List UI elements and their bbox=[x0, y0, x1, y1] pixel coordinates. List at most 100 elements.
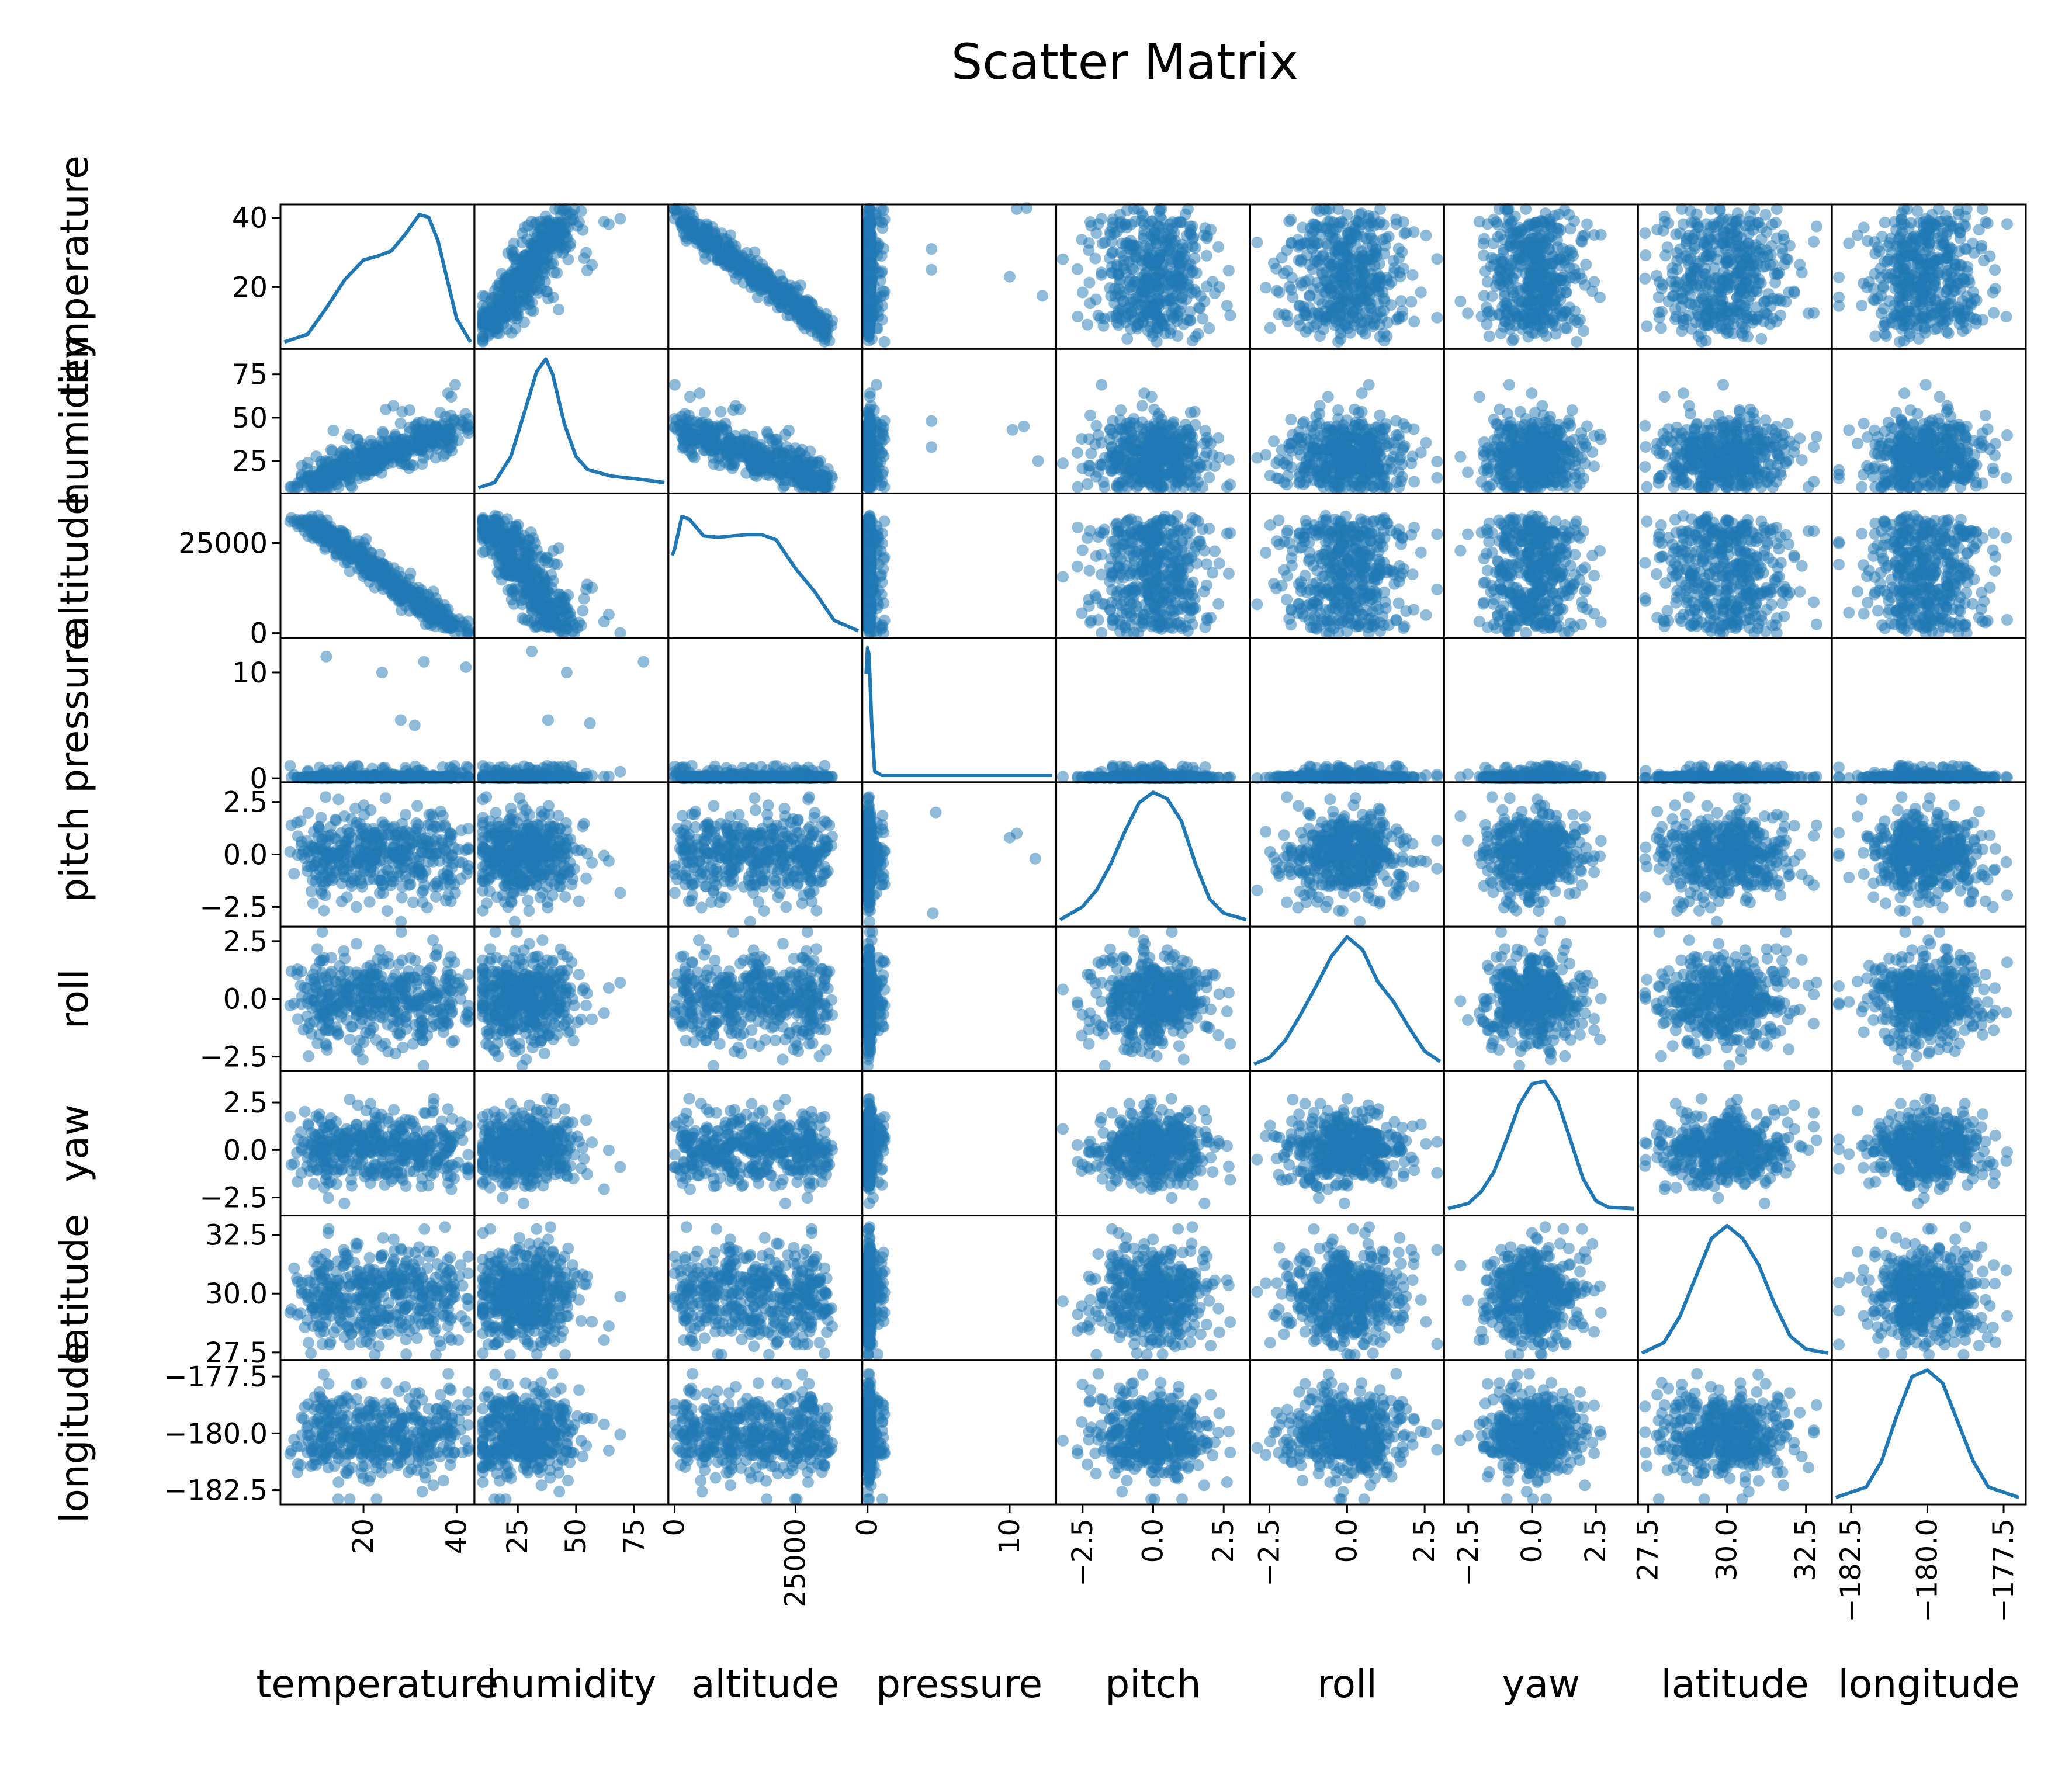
scatter-point bbox=[739, 429, 751, 441]
scatter-point bbox=[1523, 283, 1536, 294]
scatter-point bbox=[782, 283, 794, 294]
scatter-point bbox=[1576, 235, 1588, 248]
scatter-point bbox=[1980, 216, 1991, 228]
scatter-point bbox=[502, 247, 514, 259]
scatter-point bbox=[735, 450, 747, 463]
scatter-point bbox=[769, 434, 781, 446]
scatter-point bbox=[542, 259, 555, 271]
scatter-point bbox=[1146, 259, 1158, 271]
scatter-point bbox=[1294, 320, 1306, 332]
scatter-point bbox=[305, 481, 317, 493]
scatter-point bbox=[1699, 262, 1711, 275]
scatter-point bbox=[1390, 218, 1402, 230]
scatter-point bbox=[413, 417, 425, 428]
scatter-point bbox=[780, 441, 792, 453]
scatter-point bbox=[1117, 295, 1129, 307]
scatter-point bbox=[1989, 283, 2001, 295]
scatter-point bbox=[876, 222, 889, 234]
scatter-point bbox=[1483, 330, 1495, 342]
scatter-point bbox=[449, 379, 461, 391]
scatter-point bbox=[1661, 241, 1673, 254]
scatter-point bbox=[1330, 301, 1342, 313]
scatter-point bbox=[517, 227, 528, 240]
scatter-point bbox=[554, 241, 566, 254]
figure-title: Scatter Matrix bbox=[951, 33, 1298, 91]
scatter-point bbox=[1198, 295, 1211, 307]
scatter-point bbox=[1529, 327, 1541, 339]
scatter-point bbox=[1685, 205, 1696, 217]
scatter-point bbox=[876, 265, 888, 278]
scatter-point bbox=[1186, 220, 1198, 233]
scatter-point bbox=[681, 233, 694, 245]
scatter-point bbox=[1569, 305, 1581, 317]
scatter-point bbox=[1536, 268, 1548, 280]
scatter-point bbox=[1713, 283, 1725, 294]
scatter-point bbox=[711, 255, 723, 267]
scatter-point bbox=[562, 254, 574, 266]
scatter-point bbox=[819, 481, 831, 493]
scatter-point bbox=[1172, 242, 1184, 255]
scatter-point bbox=[1539, 220, 1551, 233]
scatter-point bbox=[355, 463, 368, 475]
scatter-point bbox=[1776, 248, 1789, 260]
scatter-point bbox=[1743, 259, 1755, 271]
scatter-point bbox=[1529, 313, 1541, 325]
scatter-point bbox=[715, 419, 727, 432]
scatter-point-outlier bbox=[926, 441, 938, 453]
scatter-point bbox=[380, 403, 392, 415]
scatter-point bbox=[500, 293, 512, 306]
scatter-point bbox=[1962, 261, 1974, 273]
scatter-point bbox=[1321, 221, 1333, 234]
scatter-point bbox=[1130, 244, 1142, 255]
scatter-point bbox=[1207, 276, 1219, 288]
scatter-point bbox=[1595, 228, 1607, 241]
scatter-point bbox=[1705, 247, 1717, 259]
scatter-point bbox=[1374, 271, 1386, 283]
scatter-point bbox=[1725, 222, 1738, 234]
scatter-point bbox=[1138, 269, 1151, 281]
scatter-point bbox=[1057, 253, 1069, 265]
scatter-point bbox=[1160, 234, 1172, 246]
scatter-point bbox=[1187, 240, 1199, 252]
scatter-point bbox=[1392, 242, 1405, 255]
scatter-point bbox=[1572, 316, 1584, 328]
scatter-point bbox=[705, 445, 717, 457]
scatter-point bbox=[799, 463, 811, 474]
scatter-point bbox=[1685, 298, 1697, 310]
scatter-point bbox=[862, 293, 875, 306]
scatter-point bbox=[1914, 259, 1927, 271]
scatter-point bbox=[1755, 332, 1768, 345]
scatter-point bbox=[1497, 244, 1509, 255]
scatter-point bbox=[1778, 234, 1790, 246]
scatter-point bbox=[1639, 227, 1651, 240]
scatter-point bbox=[875, 250, 888, 262]
scatter-point bbox=[1766, 313, 1779, 325]
scatter-point bbox=[1975, 242, 1987, 255]
scatter-point bbox=[375, 449, 387, 462]
scatter-point bbox=[1556, 310, 1568, 322]
scatter-point bbox=[1394, 271, 1406, 283]
scatter-point bbox=[528, 226, 540, 238]
scatter-point bbox=[1639, 272, 1651, 285]
scatter-point bbox=[1477, 238, 1489, 250]
scatter-point bbox=[1197, 313, 1209, 325]
scatter-point bbox=[813, 470, 826, 482]
scatter-point bbox=[876, 469, 888, 481]
scatter-point bbox=[1199, 222, 1211, 234]
scatter-point bbox=[531, 261, 542, 273]
scatter-point bbox=[685, 221, 698, 234]
scatter-point bbox=[1084, 297, 1096, 310]
scatter-point bbox=[1122, 308, 1134, 320]
scatter-point bbox=[1372, 298, 1384, 310]
scatter-point bbox=[782, 463, 794, 475]
scatter-point bbox=[292, 481, 304, 493]
scatter-point bbox=[1918, 269, 1931, 282]
scatter-point bbox=[1877, 320, 1890, 332]
scatter-point bbox=[1929, 219, 1941, 230]
scatter-point bbox=[516, 236, 528, 248]
scatter-point bbox=[1320, 311, 1332, 324]
scatter-point bbox=[1571, 335, 1583, 348]
scatter-point bbox=[1506, 298, 1517, 310]
scatter-point bbox=[310, 450, 323, 463]
scatter-point bbox=[1364, 283, 1377, 296]
